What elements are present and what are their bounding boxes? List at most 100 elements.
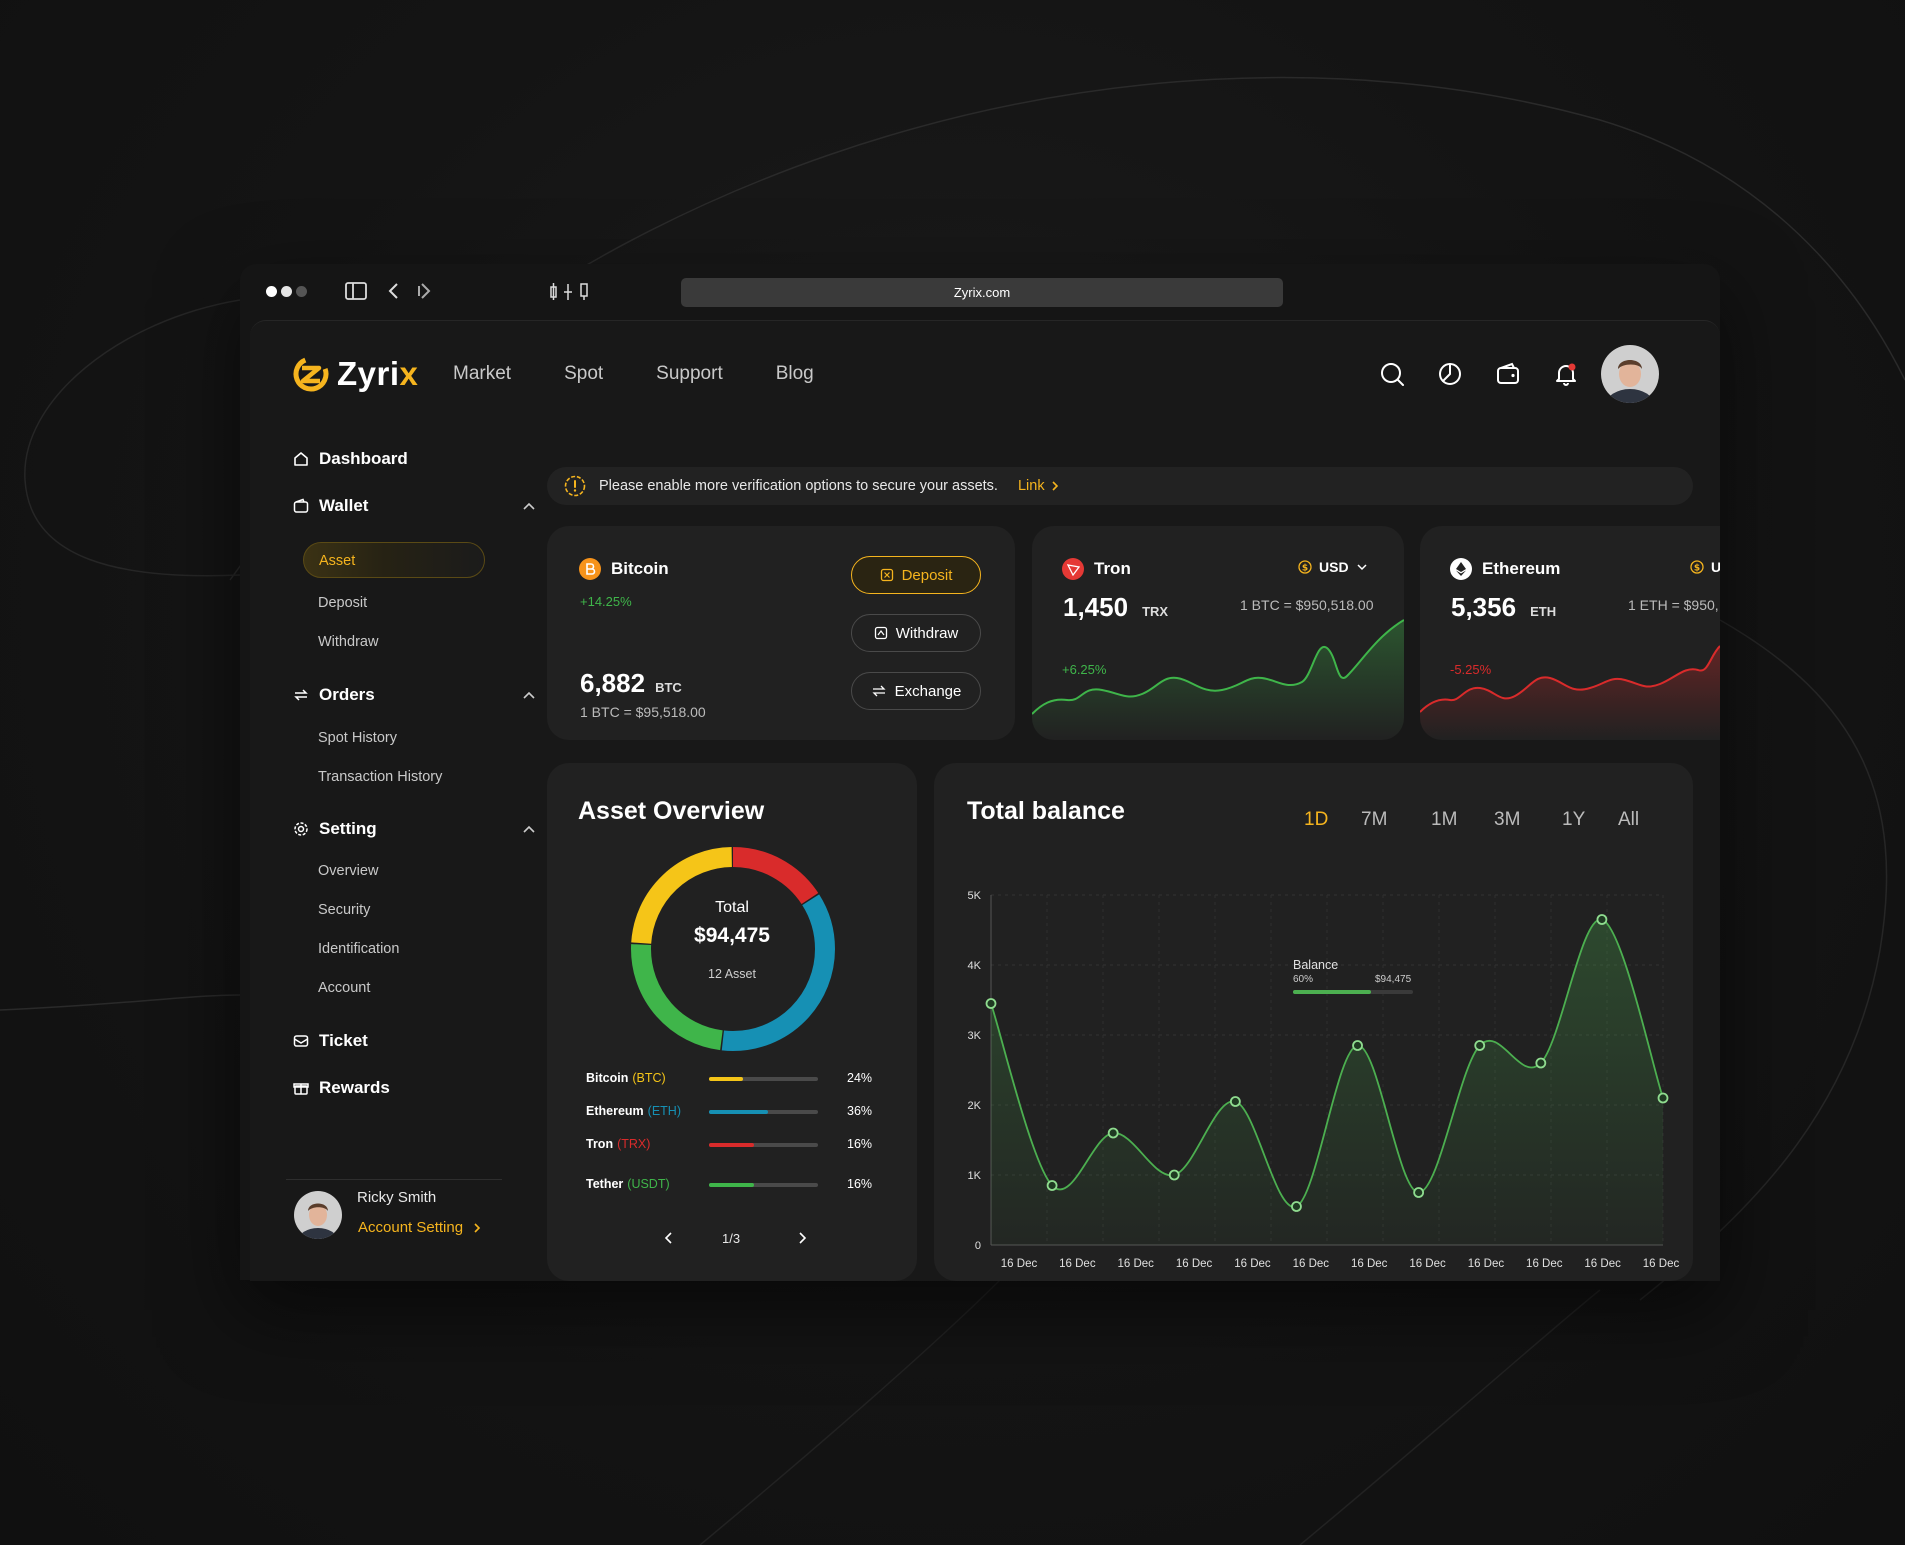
- asset-progress-track: [709, 1110, 818, 1114]
- bitcoin-icon: [579, 558, 601, 580]
- sidebar-item-spot-history[interactable]: Spot History: [318, 730, 397, 746]
- x-tick-label: 16 Dec: [1643, 1258, 1680, 1270]
- balance-point[interactable]: [1413, 1187, 1425, 1198]
- nav-support[interactable]: Support: [656, 363, 723, 384]
- x-tick-label: 16 Dec: [1293, 1258, 1330, 1270]
- exchange-button[interactable]: Exchange: [851, 672, 981, 710]
- range-tab-1m[interactable]: 1M: [1431, 809, 1458, 830]
- withdraw-button[interactable]: Withdraw: [851, 614, 981, 652]
- asset-name: Tether: [586, 1177, 624, 1191]
- ethereum-sparkline: [1420, 645, 1720, 740]
- sidebar-item-asset[interactable]: Asset: [303, 542, 485, 578]
- dollar-coin-icon: $: [1298, 560, 1312, 574]
- range-tab-3m[interactable]: 3M: [1494, 809, 1521, 830]
- chevron-right-icon[interactable]: [796, 1231, 808, 1245]
- sidebar-item-orders[interactable]: Orders: [293, 685, 375, 705]
- x-tick-label: 16 Dec: [1234, 1258, 1271, 1270]
- close-dot[interactable]: [266, 286, 277, 297]
- chart-pie-icon[interactable]: [1437, 361, 1463, 387]
- sidebar-toggle-icon[interactable]: [344, 280, 368, 302]
- balance-point[interactable]: [1168, 1169, 1180, 1181]
- sidebar-item-identification[interactable]: Identification: [318, 941, 400, 957]
- bell-icon[interactable]: [1553, 361, 1579, 387]
- sidebar-item-label: Dashboard: [319, 449, 408, 468]
- balance-point[interactable]: [985, 998, 997, 1009]
- pager-label: 1/3: [722, 1231, 741, 1246]
- asset-code: (ETH): [647, 1104, 681, 1118]
- brand-name: Zyrix: [337, 355, 419, 392]
- back-icon[interactable]: [386, 280, 402, 302]
- sidebar-item-security[interactable]: Security: [318, 902, 371, 918]
- balance-point[interactable]: [1046, 1180, 1058, 1191]
- x-tick-label: 16 Dec: [1584, 1258, 1621, 1270]
- deposit-icon: [880, 568, 893, 582]
- balance-point[interactable]: [1352, 1040, 1363, 1051]
- asset-percent: 24%: [847, 1071, 873, 1085]
- range-tab-1d[interactable]: 1D: [1304, 809, 1329, 830]
- nav-spot[interactable]: Spot: [564, 363, 604, 384]
- ethereum-rate: 1 ETH = $950,: [1628, 597, 1719, 613]
- address-bar[interactable]: Zyrix.com: [681, 278, 1283, 307]
- balance-point[interactable]: [1229, 1096, 1241, 1107]
- asset-legend-row: Ethereum (ETH): [586, 1104, 681, 1118]
- minimize-dot[interactable]: [281, 286, 292, 297]
- bitcoin-name: Bitcoin: [611, 559, 669, 578]
- wallet-icon[interactable]: [1495, 361, 1521, 387]
- balance-point[interactable]: [1474, 1040, 1486, 1051]
- sidebar-item-rewards[interactable]: Rewards: [293, 1078, 390, 1098]
- ethereum-change: -5.25%: [1450, 662, 1492, 677]
- y-tick-label: 3K: [968, 1030, 982, 1042]
- deposit-button[interactable]: Deposit: [851, 556, 981, 594]
- avatar[interactable]: [1601, 345, 1659, 403]
- brand-logo[interactable]: Zyrix: [293, 355, 418, 393]
- total-balance-title: Total balance: [967, 797, 1125, 825]
- asset-progress-track: [709, 1143, 818, 1147]
- gear-icon: [294, 822, 308, 836]
- balance-point[interactable]: [1107, 1127, 1119, 1139]
- tron-currency-select[interactable]: $ USD: [1298, 559, 1368, 575]
- range-tab-all[interactable]: All: [1618, 809, 1640, 830]
- sidebar-item-transaction-history[interactable]: Transaction History: [318, 769, 443, 785]
- chevron-up-icon[interactable]: [522, 690, 536, 700]
- sidebar-item-deposit[interactable]: Deposit: [318, 595, 368, 611]
- balance-point[interactable]: [1535, 1057, 1547, 1069]
- header-actions: [1379, 361, 1579, 387]
- alert-link[interactable]: Link: [1018, 478, 1059, 494]
- forward-icon[interactable]: [416, 280, 434, 302]
- chevron-up-icon[interactable]: [522, 824, 536, 834]
- sidebar-item-setting[interactable]: Setting: [293, 819, 377, 839]
- withdraw-icon: [874, 626, 887, 640]
- tooltip-pct: 60%: [1293, 974, 1314, 985]
- balance-point[interactable]: [1291, 1201, 1302, 1212]
- user-avatar[interactable]: [294, 1191, 342, 1239]
- warning-icon: [564, 475, 586, 497]
- ethereum-currency-select[interactable]: $ U: [1690, 559, 1720, 575]
- asset-progress-track: [709, 1183, 818, 1187]
- maximize-dot[interactable]: [296, 286, 307, 297]
- sidebar-item-account[interactable]: Account: [318, 980, 371, 996]
- chevron-up-icon[interactable]: [522, 501, 536, 511]
- sidebar-item-wallet[interactable]: Wallet: [293, 496, 368, 516]
- sidebar-item-overview[interactable]: Overview: [318, 863, 379, 879]
- balance-point[interactable]: [1657, 1092, 1669, 1104]
- account-setting-link[interactable]: Account Setting: [358, 1219, 481, 1236]
- search-icon[interactable]: [1379, 361, 1405, 387]
- nav-market[interactable]: Market: [453, 363, 512, 384]
- balance-point[interactable]: [1596, 914, 1608, 925]
- y-tick-label: 4K: [968, 960, 982, 972]
- chevron-right-icon: [474, 1222, 481, 1233]
- sidebar-item-withdraw[interactable]: Withdraw: [318, 634, 379, 650]
- alert-text: Please enable more verification options …: [599, 478, 998, 494]
- swap-icon: [294, 689, 308, 701]
- ethereum-name: Ethereum: [1482, 559, 1561, 578]
- range-tab-7m[interactable]: 7M: [1361, 809, 1388, 830]
- sidebar-item-ticket[interactable]: Ticket: [293, 1031, 368, 1051]
- dollar-coin-icon: $: [1690, 560, 1704, 574]
- range-tab-1y[interactable]: 1Y: [1562, 809, 1586, 830]
- bitcoin-unit: BTC: [655, 680, 682, 695]
- nav-blog[interactable]: Blog: [775, 363, 814, 384]
- tron-amount: 1,450: [1063, 592, 1129, 622]
- sidebar-item-dashboard[interactable]: Dashboard: [293, 449, 408, 469]
- chevron-left-icon[interactable]: [663, 1231, 675, 1245]
- tooltip-value: $94,475: [1375, 974, 1412, 985]
